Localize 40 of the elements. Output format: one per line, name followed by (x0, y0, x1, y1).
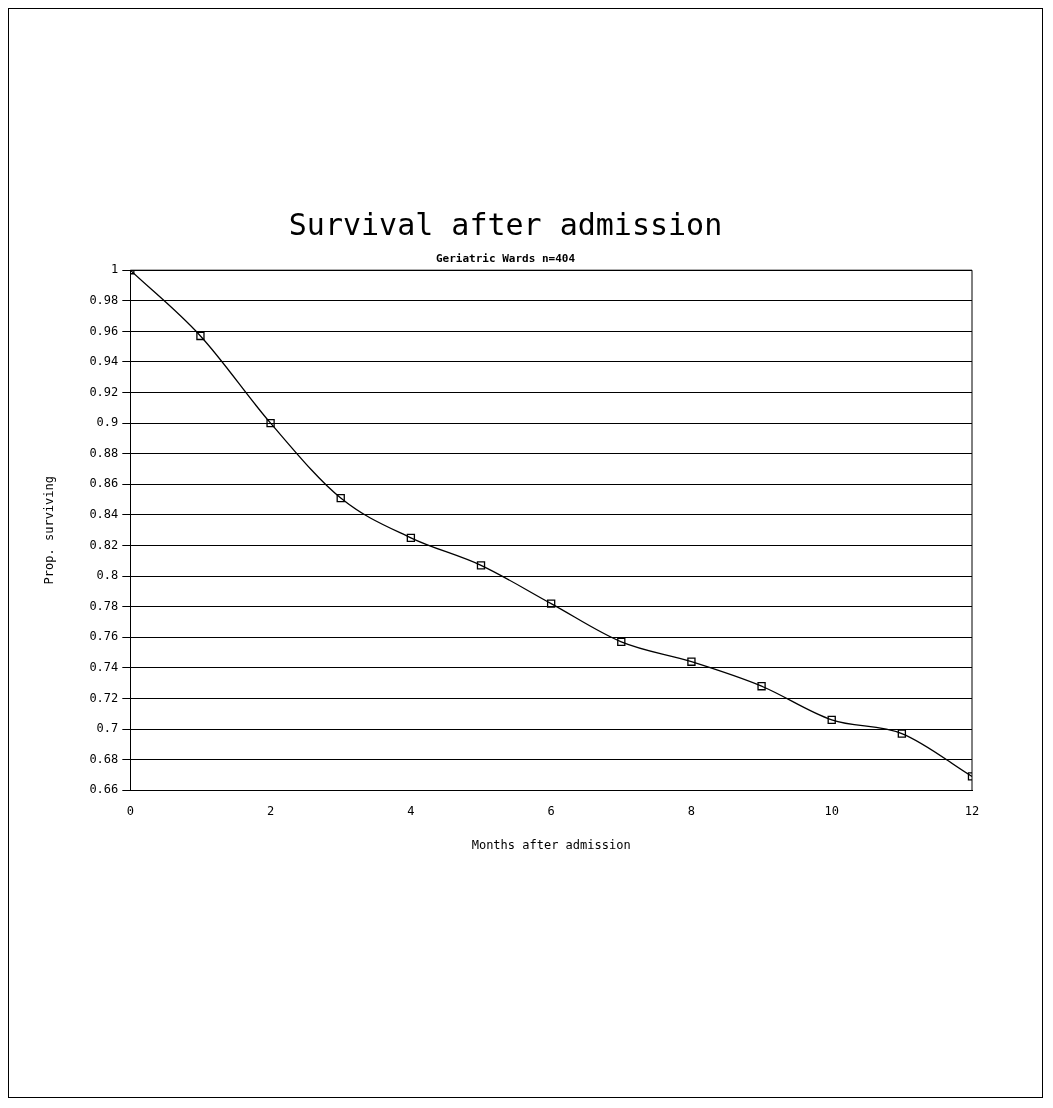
y-tick-label: 0.7 (96, 721, 119, 736)
y-tick-label: 0.88 (89, 445, 119, 460)
y-tick-label: 0.96 (89, 323, 119, 338)
x-tick-label: 2 (266, 803, 275, 818)
y-tick-label: 0.94 (89, 354, 119, 369)
x-axis-title: Months after admission (471, 837, 631, 852)
y-tick-label: 0.72 (89, 690, 119, 705)
point (897, 729, 907, 738)
y-tick-label: 0.82 (89, 537, 119, 552)
point (266, 418, 275, 428)
point (687, 657, 696, 666)
x-tick-label: 8 (687, 803, 696, 818)
x-tick-label: 12 (964, 803, 980, 818)
y-tick-label: 0.9 (96, 415, 119, 430)
y-tick-label: 0.8 (96, 568, 119, 583)
y-tick-label: 0.78 (89, 598, 119, 613)
y-tick-label: 0.76 (89, 629, 119, 644)
y-tick-label: 1 (111, 262, 119, 277)
point (617, 637, 626, 647)
x-tick-label: 4 (407, 803, 415, 818)
point (757, 682, 766, 691)
y-tick-label: 0.86 (89, 476, 119, 491)
y-tick-label: 0.66 (89, 782, 119, 797)
x-tick-label: 0 (126, 803, 134, 818)
y-tick-label: 0.68 (89, 751, 119, 766)
chart-title: Survival after admission (288, 206, 723, 242)
point (827, 715, 836, 725)
point (196, 331, 205, 341)
point (476, 561, 486, 570)
y-tick-label: 0.98 (89, 292, 119, 307)
point (546, 599, 556, 608)
y-tick-label: 0.92 (89, 384, 119, 399)
point (406, 533, 416, 543)
point (336, 493, 345, 503)
y-tick-label: 0.74 (89, 659, 119, 674)
y-tick-label: 0.84 (89, 507, 119, 522)
y-axis-title: Prop. surviving (42, 476, 57, 585)
x-tick-label: 6 (547, 803, 555, 818)
x-tick-label: 10 (824, 803, 839, 818)
chart-subtitle: Geriatric Wards n=404 (435, 252, 576, 266)
